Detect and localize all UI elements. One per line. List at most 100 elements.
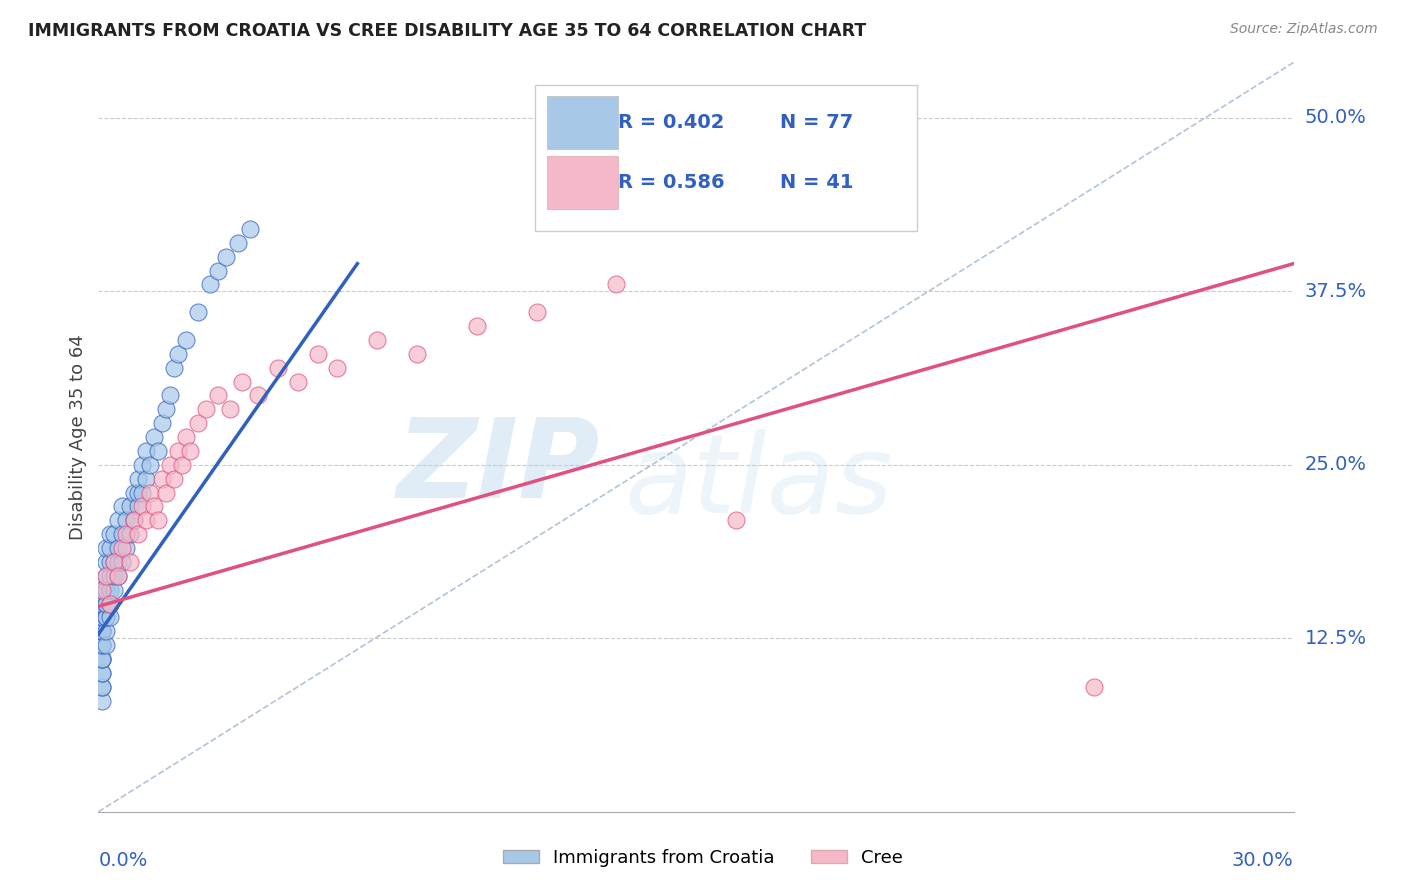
Point	[96, 610, 118, 624]
Point	[96, 597, 118, 611]
Point	[159, 388, 181, 402]
Point	[246, 388, 269, 402]
Point	[124, 513, 146, 527]
Point	[179, 444, 201, 458]
Point	[91, 582, 114, 597]
Point	[124, 513, 146, 527]
Point	[111, 541, 134, 555]
Point	[107, 555, 129, 569]
Point	[120, 500, 142, 514]
Point	[207, 263, 229, 277]
Point	[131, 485, 153, 500]
Point	[187, 305, 209, 319]
Point	[103, 582, 125, 597]
Point	[96, 597, 118, 611]
Point	[406, 347, 429, 361]
Point	[91, 597, 114, 611]
Point	[120, 527, 142, 541]
Point	[98, 569, 122, 583]
Point	[103, 555, 125, 569]
Point	[98, 527, 122, 541]
Point	[231, 375, 253, 389]
Point	[111, 500, 134, 514]
Point	[107, 569, 129, 583]
Point	[91, 638, 114, 652]
Point	[1083, 680, 1105, 694]
Text: Source: ZipAtlas.com: Source: ZipAtlas.com	[1230, 22, 1378, 37]
Text: 25.0%: 25.0%	[1305, 455, 1367, 475]
Point	[96, 555, 118, 569]
Point	[143, 430, 166, 444]
Point	[207, 388, 229, 402]
Point	[163, 472, 186, 486]
Point	[127, 500, 149, 514]
Point	[91, 624, 114, 639]
Point	[219, 402, 242, 417]
Point	[91, 582, 114, 597]
Point	[91, 680, 114, 694]
Point	[96, 582, 118, 597]
Point	[326, 360, 349, 375]
Point	[127, 472, 149, 486]
Point	[127, 527, 149, 541]
Point	[172, 458, 194, 472]
FancyBboxPatch shape	[534, 85, 917, 231]
Point	[195, 402, 218, 417]
Point	[91, 652, 114, 666]
Text: R = 0.586: R = 0.586	[619, 173, 725, 192]
Point	[98, 597, 122, 611]
Point	[307, 347, 329, 361]
Point	[91, 610, 114, 624]
Point	[174, 430, 197, 444]
Point	[605, 277, 627, 292]
Point	[98, 582, 122, 597]
Text: 30.0%: 30.0%	[1232, 851, 1294, 870]
Point	[115, 513, 138, 527]
Point	[163, 360, 186, 375]
Point	[267, 360, 290, 375]
Point	[167, 444, 190, 458]
Point	[91, 610, 114, 624]
Point	[96, 569, 118, 583]
Point	[139, 458, 162, 472]
Point	[96, 541, 118, 555]
Y-axis label: Disability Age 35 to 64: Disability Age 35 to 64	[69, 334, 87, 540]
Text: atlas: atlas	[624, 428, 893, 535]
Point	[150, 472, 173, 486]
Point	[844, 125, 866, 139]
FancyBboxPatch shape	[547, 156, 619, 209]
Point	[91, 694, 114, 708]
Point	[91, 582, 114, 597]
Point	[91, 652, 114, 666]
Text: 37.5%: 37.5%	[1305, 282, 1367, 301]
Point	[139, 485, 162, 500]
Point	[91, 680, 114, 694]
Point	[148, 444, 170, 458]
Point	[115, 541, 138, 555]
Point	[198, 277, 221, 292]
Text: 0.0%: 0.0%	[98, 851, 148, 870]
Point	[159, 458, 181, 472]
Point	[131, 458, 153, 472]
Point	[174, 333, 197, 347]
Point	[98, 541, 122, 555]
Point	[98, 555, 122, 569]
Point	[226, 235, 249, 250]
Point	[96, 638, 118, 652]
Legend: Immigrants from Croatia, Cree: Immigrants from Croatia, Cree	[495, 842, 911, 874]
Point	[135, 472, 157, 486]
Point	[239, 222, 262, 236]
Point	[120, 555, 142, 569]
Point	[107, 541, 129, 555]
Point	[96, 569, 118, 583]
Point	[287, 375, 309, 389]
Point	[103, 569, 125, 583]
Point	[127, 485, 149, 500]
Point	[124, 485, 146, 500]
Point	[167, 347, 190, 361]
Point	[135, 444, 157, 458]
Point	[91, 624, 114, 639]
Text: IMMIGRANTS FROM CROATIA VS CREE DISABILITY AGE 35 TO 64 CORRELATION CHART: IMMIGRANTS FROM CROATIA VS CREE DISABILI…	[28, 22, 866, 40]
Text: N = 77: N = 77	[780, 113, 853, 132]
Point	[107, 569, 129, 583]
